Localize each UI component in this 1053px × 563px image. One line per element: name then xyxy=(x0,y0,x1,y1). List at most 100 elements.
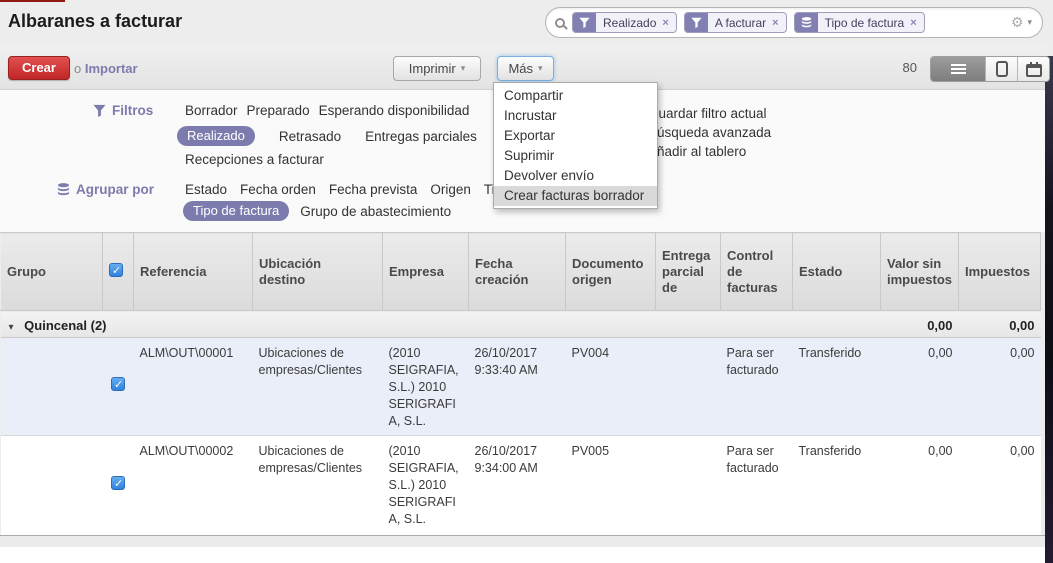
gear-icon[interactable]: ⚙ xyxy=(1010,14,1024,30)
cell-empresa[interactable]: (2010 SEIGRAFIA, S.L.) 2010 SERIGRAFIA, … xyxy=(382,337,469,436)
menu-item-devolver-envio[interactable]: Devolver envío xyxy=(504,168,595,183)
cell-select xyxy=(102,337,134,436)
filter-option-entregas-parciales[interactable]: Entregas parciales xyxy=(365,128,477,144)
cell-control-de-facturas[interactable]: Para ser facturado xyxy=(720,435,793,535)
groupby-option-tipo-de-factura-selected[interactable]: Tipo de factura xyxy=(183,201,290,221)
column-header-valor-sin-impuestos[interactable]: Valor sin impuestos xyxy=(880,232,959,311)
search-facet-tipo-de-factura[interactable]: Tipo de factura × xyxy=(793,12,925,33)
cell-estado[interactable]: Transferido xyxy=(792,337,881,436)
cell-valor-sin-impuestos[interactable]: 0,00 xyxy=(880,337,959,436)
add-to-dashboard-option[interactable]: Añadir al tablero xyxy=(648,144,747,159)
calendar-view-button[interactable] xyxy=(1017,57,1049,81)
filter-option-borrador[interactable]: Borrador xyxy=(185,103,238,118)
group-sum-impuestos: 0,00 xyxy=(958,310,1041,338)
filter-option-realizado-selected[interactable]: Realizado xyxy=(177,126,255,146)
filter-icon xyxy=(93,104,106,117)
menu-item-suprimir[interactable]: Suprimir xyxy=(504,148,555,163)
column-header-estado[interactable]: Estado xyxy=(792,232,881,311)
cell-referencia[interactable]: ALM\OUT\00001 xyxy=(133,337,253,436)
column-header-impuestos[interactable]: Impuestos xyxy=(958,232,1041,311)
table-header-row: Grupo Referencia Ubicación destino Empre… xyxy=(0,232,1041,311)
cell-fecha-creacion[interactable]: 26/10/2017 9:33:40 AM xyxy=(468,337,566,436)
cell-control-de-facturas[interactable]: Para ser facturado xyxy=(720,337,793,436)
filters-section-label: Filtros xyxy=(93,103,153,118)
list-view-button[interactable] xyxy=(931,57,985,81)
row-checkbox[interactable] xyxy=(111,475,125,493)
filter-option-esperando-disponibilidad[interactable]: Esperando disponibilidad xyxy=(318,103,470,118)
facet-remove-icon[interactable]: × xyxy=(662,16,669,29)
column-header-entrega-parcial-de[interactable]: Entrega parcial de xyxy=(655,232,721,311)
search-facet-realizado[interactable]: Realizado × xyxy=(572,12,677,33)
cell-empresa[interactable]: (2010 SEIGRAFIA, S.L.) 2010 SERIGRAFIA, … xyxy=(382,435,469,535)
group-row-quincenal[interactable]: ▾ Quincenal (2) 0,00 0,00 xyxy=(0,310,1041,338)
table-row[interactable]: ALM\OUT\00001 Ubicaciones de empresas/Cl… xyxy=(0,337,1041,436)
facet-label: Realizado xyxy=(603,15,657,30)
groupby-option-origen[interactable]: Origen xyxy=(430,182,471,197)
form-view-button[interactable] xyxy=(985,57,1017,81)
groupby-option-grupo-de-abastecimiento[interactable]: Grupo de abastecimiento xyxy=(300,203,452,219)
print-button[interactable]: Imprimir ▾ xyxy=(393,56,481,81)
caret-down-icon: ▾ xyxy=(538,63,543,73)
select-all-checkbox[interactable] xyxy=(109,262,123,279)
column-header-ubicacion-destino[interactable]: Ubicación destino xyxy=(252,232,383,311)
menu-item-incrustar[interactable]: Incrustar xyxy=(504,108,557,123)
search-bar[interactable]: Realizado × A facturar × Tipo de xyxy=(545,7,1043,38)
cell-entrega-parcial-de[interactable] xyxy=(655,435,721,535)
menu-item-exportar[interactable]: Exportar xyxy=(504,128,556,143)
facet-remove-icon[interactable]: × xyxy=(772,16,779,29)
menu-item-compartir[interactable]: Compartir xyxy=(504,88,564,103)
group-icon xyxy=(57,183,70,196)
cell-documento-origen[interactable]: PV005 xyxy=(565,435,656,535)
create-button[interactable]: Crear xyxy=(8,56,70,80)
groupby-option-fecha-orden[interactable]: Fecha orden xyxy=(240,182,316,197)
filter-option-retrasado[interactable]: Retrasado xyxy=(278,128,342,144)
cell-grupo xyxy=(0,337,103,436)
page-title: Albaranes a facturar xyxy=(8,11,183,31)
column-header-control-de-facturas[interactable]: Control de facturas xyxy=(720,232,793,311)
search-icon xyxy=(555,17,565,28)
cell-impuestos[interactable]: 0,00 xyxy=(958,337,1041,436)
cell-documento-origen[interactable]: PV004 xyxy=(565,337,656,436)
column-header-grupo[interactable]: Grupo xyxy=(0,232,103,311)
column-header-fecha-creacion[interactable]: Fecha creación xyxy=(468,232,566,311)
groupby-option-fecha-prevista[interactable]: Fecha prevista xyxy=(328,182,418,197)
filter-option-recepciones-a-facturar[interactable]: Recepciones a facturar xyxy=(185,152,324,167)
row-checkbox[interactable] xyxy=(111,377,125,394)
or-label: o xyxy=(74,61,82,76)
filter-icon xyxy=(573,13,596,32)
search-facet-a-facturar[interactable]: A facturar × xyxy=(683,12,787,33)
cell-grupo xyxy=(0,435,103,535)
more-button[interactable]: Más ▾ xyxy=(497,56,554,81)
cell-ubicacion-destino[interactable]: Ubicaciones de empresas/Clientes xyxy=(252,337,383,436)
table-footer-band xyxy=(0,535,1045,547)
search-dropdown-caret-icon[interactable]: ▾ xyxy=(1027,17,1032,27)
top-accent-line xyxy=(0,0,65,2)
save-current-filter-option[interactable]: Guardar filtro actual xyxy=(648,106,767,121)
cell-entrega-parcial-de[interactable] xyxy=(655,337,721,436)
cell-ubicacion-destino[interactable]: Ubicaciones de empresas/Clientes xyxy=(252,435,383,535)
table-row[interactable]: ALM\OUT\00002 Ubicaciones de empresas/Cl… xyxy=(0,435,1041,535)
group-icon xyxy=(794,13,818,32)
records-table: Grupo Referencia Ubicación destino Empre… xyxy=(0,232,1041,535)
facet-remove-icon[interactable]: × xyxy=(910,16,917,29)
search-side-options: Guardar filtro actual Búsqueda avanzada … xyxy=(648,104,771,161)
column-header-documento-origen[interactable]: Documento origen xyxy=(565,232,656,311)
record-count: 80 xyxy=(902,60,917,75)
import-link[interactable]: Importar xyxy=(84,61,138,76)
cell-fecha-creacion[interactable]: 26/10/2017 9:34:00 AM xyxy=(468,435,566,535)
cell-valor-sin-impuestos[interactable]: 0,00 xyxy=(880,435,959,535)
advanced-search-option[interactable]: Búsqueda avanzada xyxy=(648,125,772,140)
cell-referencia[interactable]: ALM\OUT\00002 xyxy=(133,435,253,535)
column-header-referencia[interactable]: Referencia xyxy=(133,232,253,311)
group-expand-caret-icon[interactable]: ▾ xyxy=(8,322,14,333)
cell-impuestos[interactable]: 0,00 xyxy=(958,435,1041,535)
filter-option-preparado[interactable]: Preparado xyxy=(246,103,310,118)
form-icon xyxy=(995,61,1008,77)
desktop-wallpaper-strip xyxy=(1045,56,1053,563)
groupby-option-estado[interactable]: Estado xyxy=(185,182,228,197)
column-header-empresa[interactable]: Empresa xyxy=(382,232,469,311)
cell-estado[interactable]: Transferido xyxy=(792,435,881,535)
menu-item-crear-facturas-borrador[interactable]: Crear facturas borrador xyxy=(494,186,657,206)
more-dropdown-menu: Compartir Incrustar Exportar Suprimir De… xyxy=(493,82,658,209)
